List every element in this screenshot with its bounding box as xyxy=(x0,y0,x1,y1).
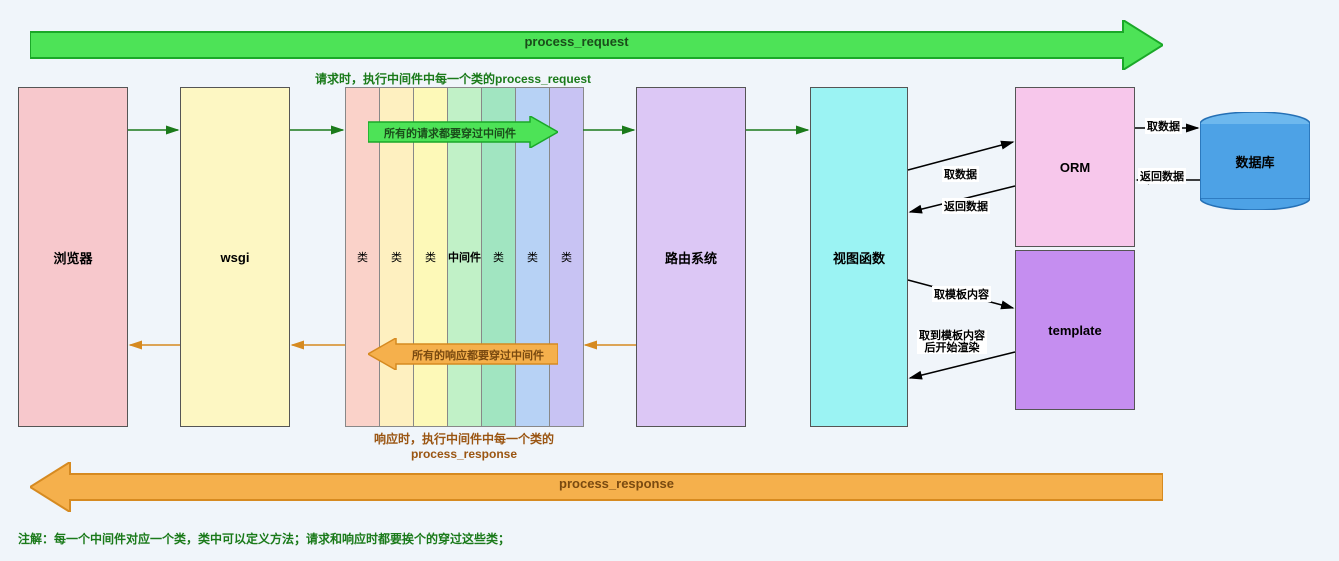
node-orm-label: ORM xyxy=(1060,160,1090,175)
middleware-note-bottom: 响应时，执行中间件中每一个类的process_response xyxy=(345,432,583,462)
middleware-request-label: 所有的请求都要穿过中间件 xyxy=(370,125,530,141)
process-response-label: process_response xyxy=(70,476,1163,491)
node-router: 路由系统 xyxy=(636,87,746,427)
node-template-label: template xyxy=(1048,323,1101,338)
node-database-label: 数据库 xyxy=(1200,152,1310,171)
label-get-data-1: 取数据 xyxy=(942,166,979,182)
node-template: template xyxy=(1015,250,1135,410)
label-ret-data-2: 返回数据 xyxy=(1138,168,1186,184)
diagram-canvas: process_request 请求时，执行中间件中每一个类的process_r… xyxy=(0,0,1339,561)
node-router-label: 路由系统 xyxy=(665,248,717,267)
node-view-label: 视图函数 xyxy=(833,248,885,267)
middleware-response-label: 所有的响应都要穿过中间件 xyxy=(398,347,558,363)
node-browser-label: 浏览器 xyxy=(53,248,92,267)
label-ret-tmpl: 取到模板内容后开始渲染 xyxy=(917,330,987,354)
node-orm: ORM xyxy=(1015,87,1135,247)
label-get-tmpl: 取模板内容 xyxy=(932,286,991,302)
node-wsgi-label: wsgi xyxy=(221,250,250,265)
process-request-label: process_request xyxy=(30,34,1123,49)
node-wsgi: wsgi xyxy=(180,87,290,427)
node-view: 视图函数 xyxy=(810,87,908,427)
label-get-data-2: 取数据 xyxy=(1145,118,1182,134)
middleware-note-top: 请求时，执行中间件中每一个类的process_request xyxy=(315,70,591,87)
node-browser: 浏览器 xyxy=(18,87,128,427)
footnote: 注解：每一个中间件对应一个类，类中可以定义方法；请求和响应时都要挨个的穿过这些类… xyxy=(18,530,510,547)
label-ret-data-1: 返回数据 xyxy=(942,198,990,214)
